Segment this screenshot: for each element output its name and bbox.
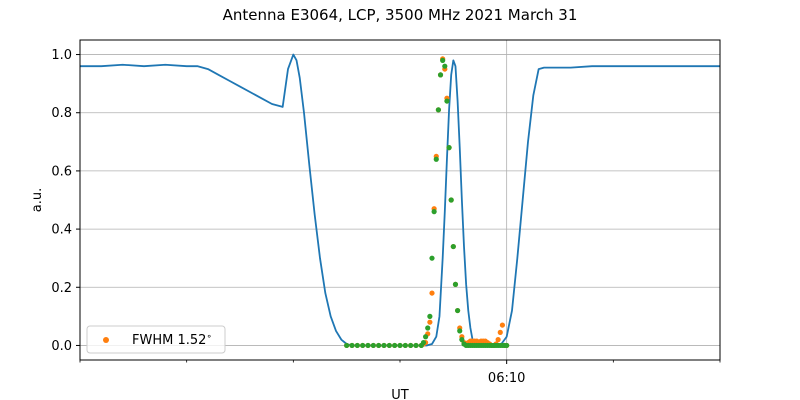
scatter-point (448, 197, 454, 203)
y-axis: 0.0 0.2 0.4 0.6 0.8 1.0 (51, 48, 80, 354)
scatter-point (425, 325, 431, 331)
scatter-point (444, 98, 450, 104)
series-line (80, 53, 720, 347)
x-axis: 06:10 (79, 360, 721, 386)
scatter-point (408, 342, 414, 349)
scatter-point (497, 329, 503, 335)
scatter-point (499, 322, 505, 328)
scatter-point (413, 342, 419, 349)
scatter-point (459, 337, 465, 343)
grid (80, 40, 720, 360)
scatter-point (450, 243, 456, 250)
y-tick-label: 0.0 (51, 339, 72, 354)
scatter-point (455, 307, 461, 314)
scatter-point (349, 342, 355, 349)
scatter-point (354, 342, 360, 349)
scatter-point (431, 209, 437, 215)
scatter-point (457, 328, 463, 334)
scatter-point (365, 342, 371, 349)
y-tick-label: 0.4 (51, 223, 72, 238)
scatter-point (440, 57, 446, 63)
scatter-point (360, 342, 366, 349)
scatter-point (397, 342, 403, 349)
scatter-point (392, 342, 398, 349)
scatter-point (429, 255, 435, 261)
scatter-point (433, 156, 439, 162)
series-scatter-1 (344, 56, 510, 349)
scatter-point (429, 290, 435, 296)
series-scatter-2 (344, 57, 510, 349)
y-tick-label: 0.8 (51, 106, 72, 121)
x-axis-label: UT (391, 388, 409, 400)
scatter-point (452, 281, 459, 287)
legend-marker-fwhm (103, 337, 109, 343)
scatter-point (427, 319, 433, 325)
series-layer (80, 53, 720, 349)
scatter-point (381, 342, 387, 349)
scatter-point (437, 72, 444, 78)
legend: FWHM 1.52∘ (86, 325, 226, 354)
legend-box (86, 325, 226, 354)
scatter-point (420, 339, 427, 346)
scatter-point (423, 334, 429, 340)
scatter-point (370, 342, 376, 349)
y-tick-label: 0.6 (51, 164, 72, 179)
scatter-point (402, 342, 408, 349)
plot-frame (79, 39, 721, 361)
legend-label-fwhm: FWHM 1.52∘ (132, 332, 212, 348)
scatter-point (495, 337, 501, 343)
y-tick-label: 0.2 (51, 281, 72, 296)
chart-title: Antenna E3064, LCP, 3500 MHz 2021 March … (223, 6, 578, 24)
scatter-point (446, 145, 452, 151)
x-tick-label: 06:10 (488, 371, 525, 386)
scatter-point (442, 63, 448, 69)
y-tick-label: 1.0 (51, 48, 72, 63)
scatter-point (344, 342, 350, 349)
scatter-point (376, 342, 382, 349)
scatter-point (386, 342, 392, 349)
y-axis-label: a.u. (30, 188, 45, 212)
scatter-point (435, 107, 441, 113)
scatter-point (427, 313, 433, 319)
scatter-point (504, 342, 510, 349)
